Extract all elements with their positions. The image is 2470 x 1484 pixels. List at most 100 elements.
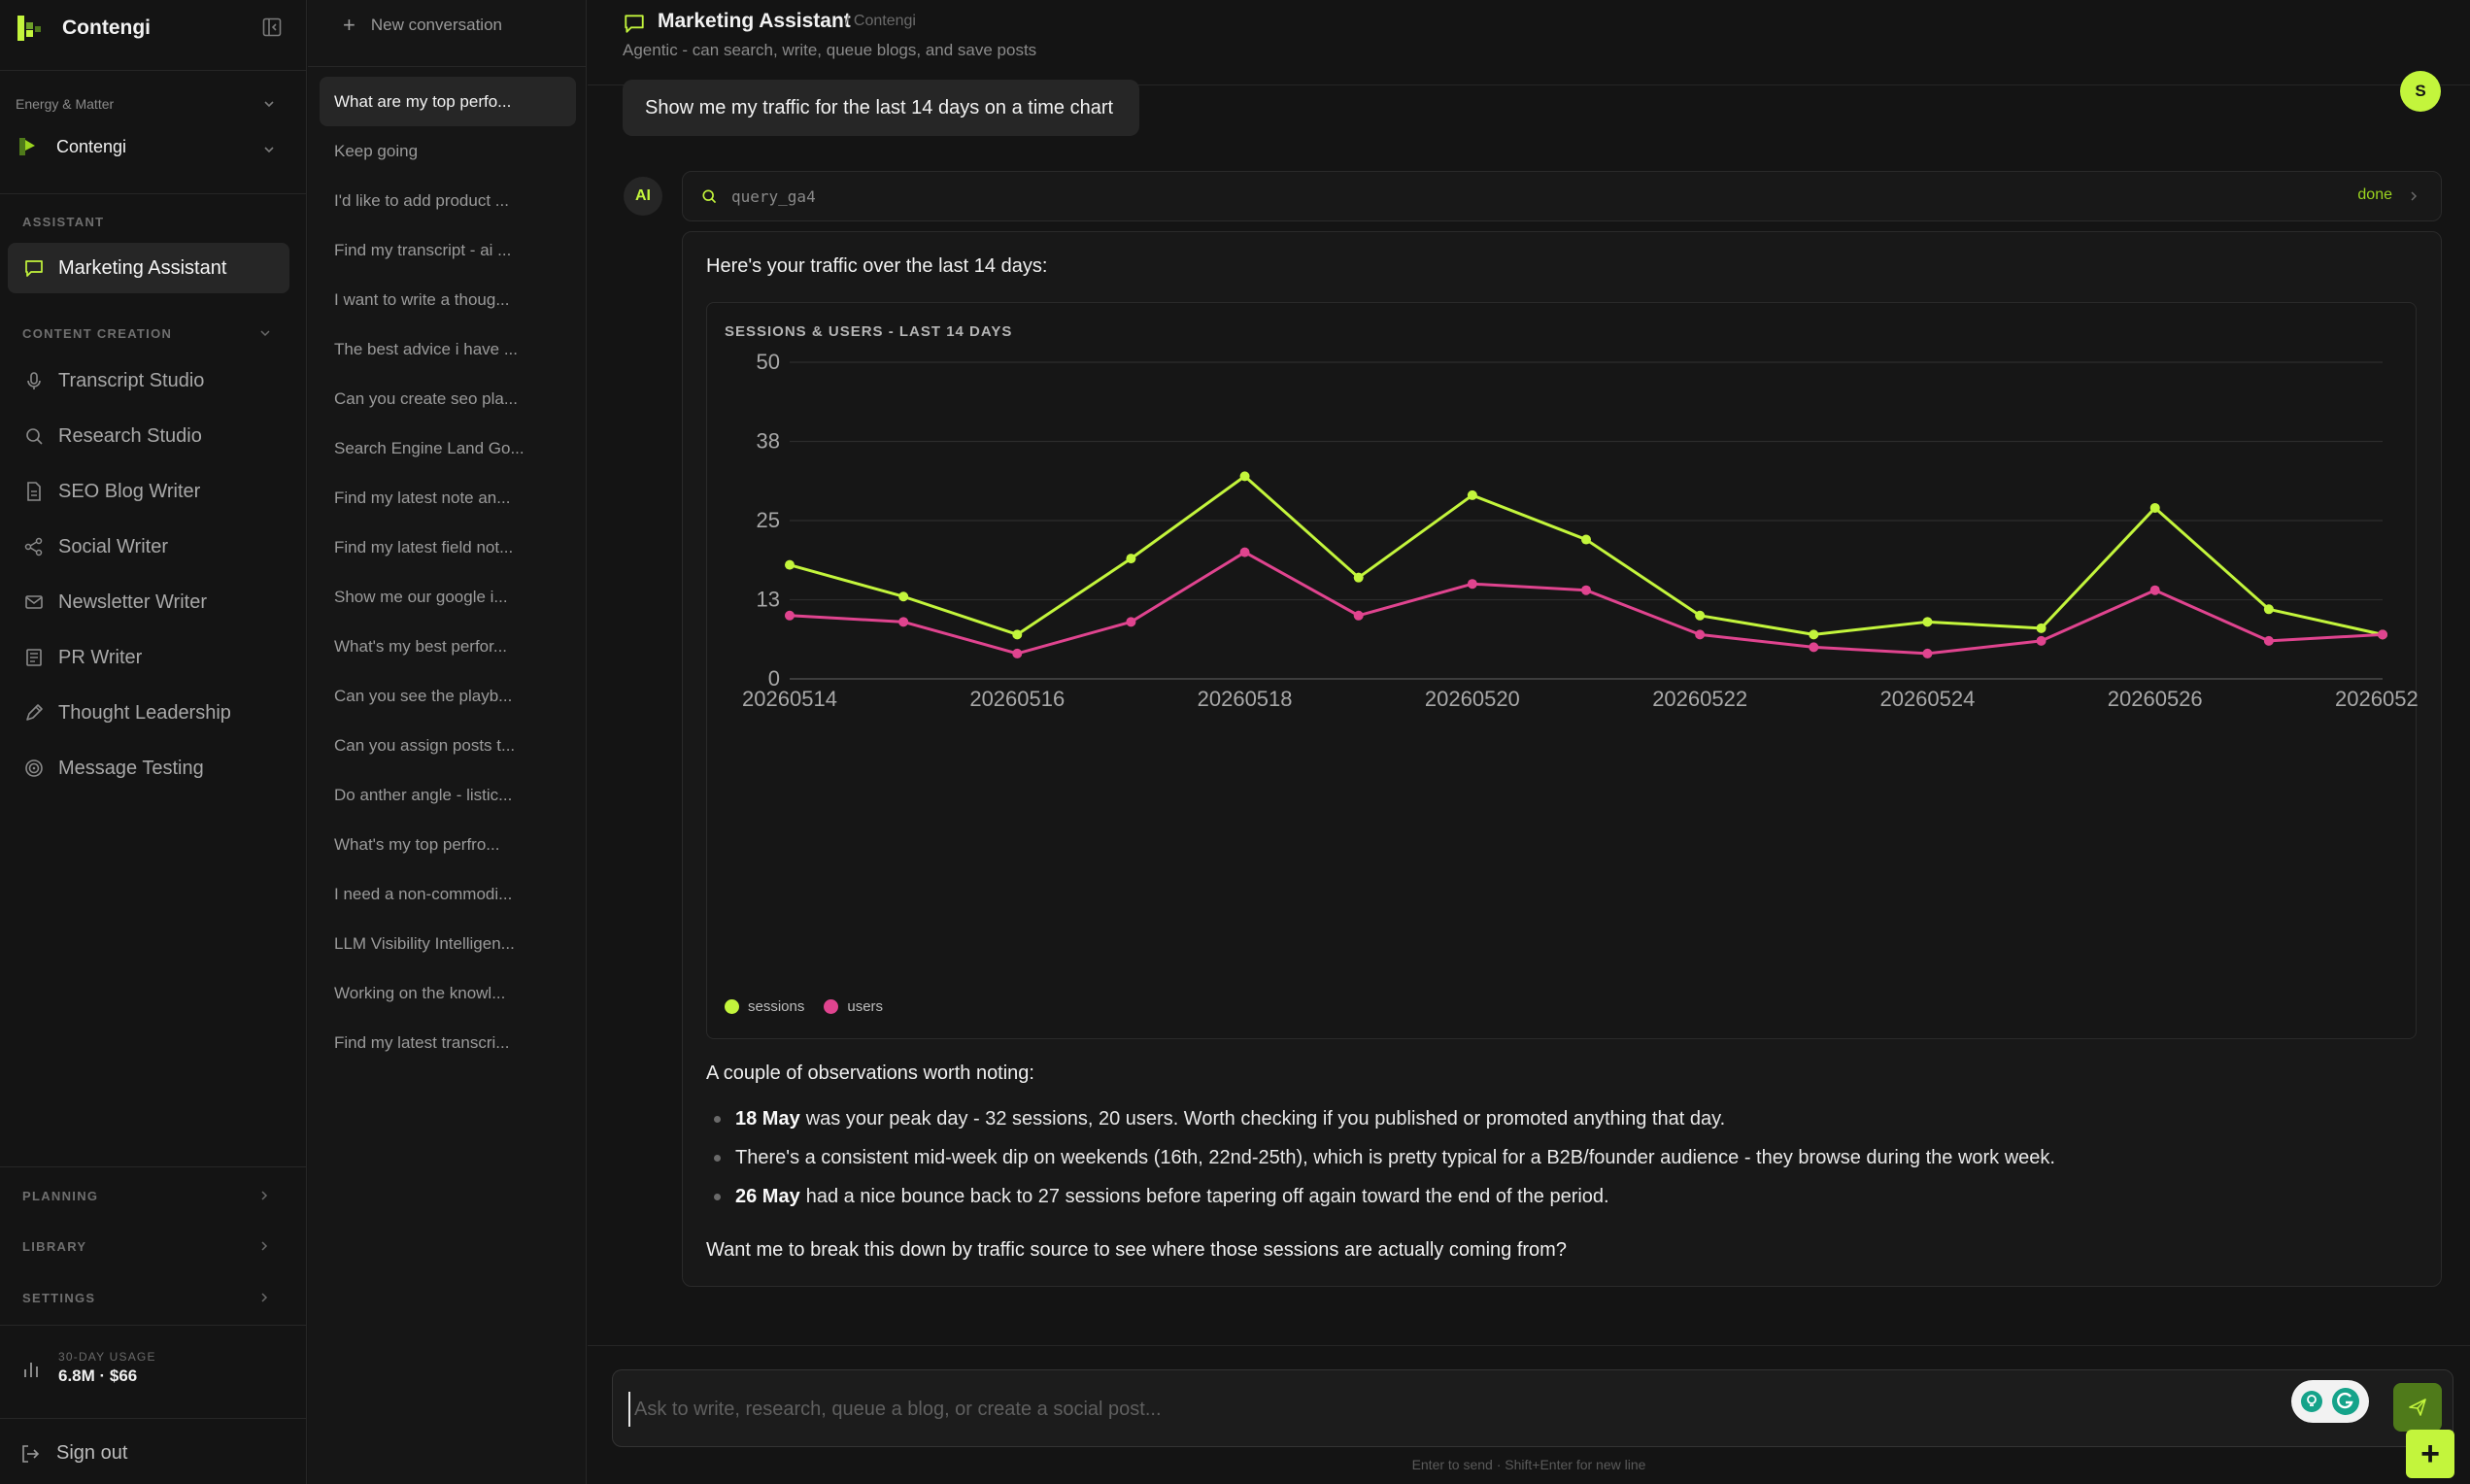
conversation-item[interactable]: I'd like to add product ...: [334, 190, 509, 210]
conversation-item[interactable]: Keep going: [334, 141, 419, 160]
data-point-sessions[interactable]: [1695, 610, 1706, 621]
chevron-right-icon[interactable]: [258, 1189, 270, 1202]
new-conversation-button[interactable]: + New conversation: [343, 13, 502, 38]
section-label-planning[interactable]: PLANNING: [22, 1189, 99, 1203]
conversation-item[interactable]: Do anther angle - listic...: [334, 785, 513, 804]
composer-hint: Enter to send · Shift+Enter for new line: [1411, 1457, 1646, 1472]
x-tick-label: 20260520: [1425, 687, 1520, 711]
data-point-sessions[interactable]: [898, 591, 909, 602]
lightbulb-icon: [2300, 1391, 2322, 1412]
conversation-item[interactable]: The best advice i have ...: [334, 339, 518, 358]
sign-out-button[interactable]: Sign out: [19, 1442, 127, 1465]
nav-label: Research Studio: [58, 424, 202, 447]
add-button[interactable]: +: [2406, 1430, 2454, 1478]
data-point-sessions[interactable]: [2036, 623, 2047, 633]
data-point-users[interactable]: [2378, 629, 2387, 640]
data-point-sessions[interactable]: [1467, 489, 1477, 500]
workspace-logo-icon: [19, 138, 35, 155]
conversation-item[interactable]: Can you see the playb...: [334, 686, 513, 705]
data-point-users[interactable]: [1239, 547, 1250, 557]
data-point-sessions[interactable]: [1012, 629, 1023, 640]
data-point-users[interactable]: [1467, 579, 1477, 590]
grammarly-widget[interactable]: [2291, 1380, 2369, 1423]
data-point-sessions[interactable]: [1126, 554, 1136, 564]
nav-label: Newsletter Writer: [58, 590, 207, 613]
tool-call-row[interactable]: query_ga4 done: [682, 171, 2442, 221]
conversation-item[interactable]: Find my latest note an...: [334, 488, 511, 507]
nav-item-social-writer[interactable]: Social Writer: [8, 522, 289, 572]
data-point-users[interactable]: [1922, 648, 1933, 658]
data-point-sessions[interactable]: [1353, 572, 1364, 583]
legend-item-users[interactable]: users: [824, 998, 883, 1015]
user-avatar: S: [2400, 71, 2441, 112]
data-point-sessions[interactable]: [1809, 629, 1819, 640]
answer-closing: Want me to break this down by traffic so…: [706, 1239, 1567, 1261]
data-point-users[interactable]: [1012, 648, 1023, 658]
data-point-users[interactable]: [1126, 617, 1136, 627]
chevron-down-icon[interactable]: [262, 99, 276, 109]
data-point-users[interactable]: [785, 610, 795, 621]
data-point-users[interactable]: [898, 617, 909, 627]
divider: [588, 1345, 2470, 1346]
chevron-down-icon[interactable]: [258, 328, 272, 338]
conversation-panel: + New conversation What are my top perfo…: [308, 0, 587, 1484]
workspace-selector[interactable]: Contengi: [17, 136, 126, 157]
usage-summary: 30-DAY USAGE 6.8M · $66: [21, 1350, 156, 1386]
conversation-item[interactable]: I want to write a thoug...: [334, 289, 510, 309]
observation-text: had a nice bounce back to 27 sessions be…: [805, 1185, 1609, 1207]
data-point-sessions[interactable]: [2263, 604, 2274, 615]
conversation-item[interactable]: What's my top perfro...: [334, 834, 500, 854]
data-point-sessions[interactable]: [1239, 471, 1250, 482]
conversation-item[interactable]: Find my latest field not...: [334, 537, 514, 556]
list-item: 26 May had a nice bounce back to 27 sessi…: [706, 1177, 2055, 1216]
data-point-users[interactable]: [1695, 629, 1706, 640]
chevron-right-icon[interactable]: [258, 1291, 270, 1304]
legend-item-sessions[interactable]: sessions: [725, 998, 804, 1015]
conversation-item[interactable]: Show me our google i...: [334, 587, 508, 606]
conversation-item[interactable]: LLM Visibility Intelligen...: [334, 933, 515, 953]
conversation-item[interactable]: Working on the knowl...: [334, 983, 506, 1002]
nav-label: Message Testing: [58, 757, 204, 779]
data-point-sessions[interactable]: [785, 559, 795, 570]
nav-item-transcript-studio[interactable]: Transcript Studio: [8, 355, 289, 406]
nav-item-newsletter-writer[interactable]: Newsletter Writer: [8, 577, 289, 627]
nav-item-seo-blog-writer[interactable]: SEO Blog Writer: [8, 466, 289, 517]
conversation-item[interactable]: I need a non-commodi...: [334, 884, 513, 903]
data-point-sessions[interactable]: [1922, 617, 1933, 627]
data-point-users[interactable]: [2036, 635, 2047, 646]
brand[interactable]: Contengi: [17, 14, 151, 43]
divider: [308, 66, 587, 67]
nav-item-pr-writer[interactable]: PR Writer: [8, 632, 289, 683]
data-point-sessions[interactable]: [2149, 502, 2160, 513]
data-point-users[interactable]: [2263, 635, 2274, 646]
plus-icon: +: [343, 13, 355, 37]
message-input[interactable]: [628, 1392, 2241, 1427]
chevron-right-icon[interactable]: [2408, 189, 2419, 203]
nav-item-message-testing[interactable]: Message Testing: [8, 743, 289, 793]
section-label-content-creation[interactable]: CONTENT CREATION: [22, 326, 173, 341]
chevron-down-icon[interactable]: [262, 145, 276, 154]
data-point-users[interactable]: [1581, 585, 1591, 595]
data-point-sessions[interactable]: [1581, 534, 1591, 545]
send-button[interactable]: [2393, 1383, 2442, 1432]
data-point-users[interactable]: [2149, 585, 2160, 595]
section-label-library[interactable]: LIBRARY: [22, 1239, 87, 1254]
conversation-item[interactable]: What's my best perfor...: [334, 636, 508, 656]
nav-item-research-studio[interactable]: Research Studio: [8, 411, 289, 461]
traffic-line-chart: 0 13 25 38 50 20260514 20260516 20260518 2026052…: [742, 350, 2418, 711]
data-point-users[interactable]: [1353, 610, 1364, 621]
nav-item-marketing-assistant[interactable]: Marketing Assistant: [8, 243, 289, 293]
conversation-item[interactable]: Can you assign posts t...: [334, 735, 516, 755]
section-label-settings[interactable]: SETTINGS: [22, 1291, 96, 1305]
nav-item-thought-leadership[interactable]: Thought Leadership: [8, 688, 289, 738]
workspace-org[interactable]: Energy & Matter: [16, 96, 115, 112]
conversation-item[interactable]: Search Engine Land Go...: [334, 438, 524, 457]
conversation-item[interactable]: Find my transcript - ai ...: [334, 240, 512, 259]
chevron-right-icon[interactable]: [258, 1239, 270, 1253]
page-title: Marketing Assistant: [658, 10, 851, 32]
conversation-item[interactable]: Can you create seo pla...: [334, 388, 519, 408]
collapse-sidebar-icon[interactable]: [262, 17, 282, 37]
data-point-users[interactable]: [1809, 642, 1819, 653]
conversation-item[interactable]: Find my latest transcri...: [334, 1032, 510, 1052]
conversation-item[interactable]: What are my top perfo...: [320, 77, 576, 126]
